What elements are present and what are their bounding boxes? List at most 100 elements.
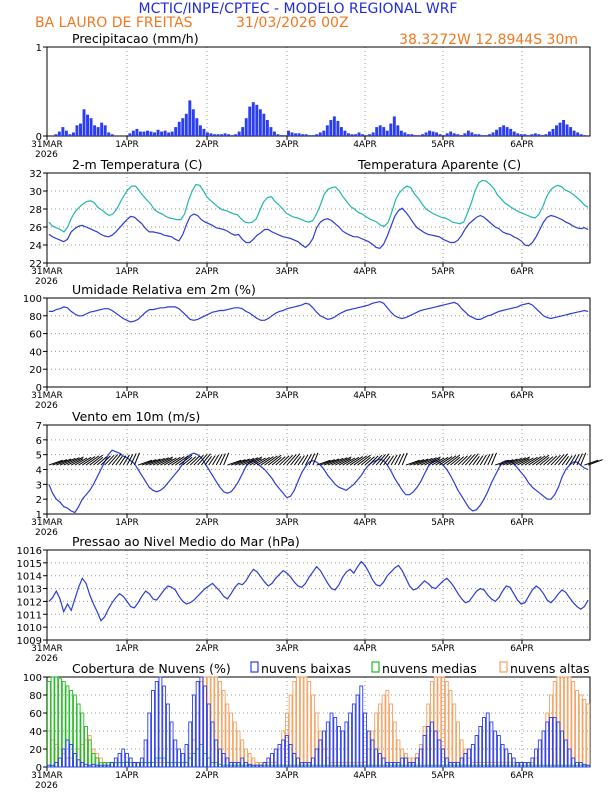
x-tick-label: 4APR [353,140,377,150]
cloud-bar-low [389,762,393,768]
wind-barb [256,456,270,466]
precip-bar [311,135,315,136]
cloud-bar-low [530,757,535,768]
precip-bar [459,135,463,136]
cloud-bar-low [351,703,356,768]
wind-barb [182,456,193,466]
cloud-bar-low [337,726,341,768]
precip-bar [318,132,322,136]
header-location: BA LAURO DE FREITAS [35,15,193,31]
wind-barb [297,455,305,466]
cloud-bar-low [136,762,141,768]
precip-bar [96,127,100,136]
wind-barb [532,455,546,466]
wind-barb [175,455,189,466]
precip-bar [213,134,216,136]
wind-barb [107,454,119,466]
precip-bar [424,132,428,136]
cloud-bar-low [489,721,494,768]
wind-speed-line [48,449,589,514]
cloud-bar-low [426,726,431,768]
cloud-bar-low [500,744,505,768]
cloud-bar-low [125,753,129,768]
y-tick-label: 1009 [17,636,42,647]
precip-bar [565,124,569,136]
wind-barb [320,459,335,466]
cloud-bar-low [340,730,345,768]
x-tick-label: 1APR [115,140,139,150]
cloud-bar-high [311,694,315,768]
precip-bar [248,106,252,136]
x-tick-label: 1APR [115,518,139,528]
precip-bar [547,131,551,136]
wind-barb [96,456,108,466]
precip-bar [191,109,195,136]
wind-barb [253,457,266,466]
wind-barb [372,454,383,466]
precip-bar [332,116,336,136]
cloud-bar-low [474,735,479,768]
cloud-bar-low [199,676,204,768]
cloud-bar-low [437,739,442,768]
cloud-bar-low [195,681,200,768]
wind-barb [446,454,461,466]
cloud-bar-low [485,712,490,768]
y-tick-label: 1 [36,43,42,54]
wind-barb [524,456,538,466]
wind-barb [331,457,348,466]
x-tick-label: 5APR [431,771,455,781]
cloud-bar-low [541,730,546,768]
wind-barb [502,458,518,466]
wind-barb [401,452,408,466]
wind-barb [349,456,364,466]
wind-barb [74,457,88,466]
cloud-bar-low [99,764,103,768]
wind-barb [509,457,527,466]
cloud-bar-low [147,712,152,768]
panel-title: Pressao ao Nivel Medio do Mar (hPa) [72,534,300,549]
precip-bar [170,131,174,136]
wind-barb [197,454,208,466]
x-tick-label: 3APR [275,267,299,277]
x-tick-label: 1APR [115,391,139,401]
wind-barb [360,456,371,466]
cloud-bar-low [225,757,230,768]
precip-bar [495,129,499,136]
y-tick-label: 100 [23,294,42,305]
precip-bar [576,132,580,136]
precip-bar [364,135,368,136]
y-tick-label: 30 [29,187,42,198]
precip-bar [93,125,97,136]
cloud-bar-low [385,762,390,768]
cloud-bar-low [348,712,353,768]
wind-barb [409,459,425,466]
precip-bar [322,130,326,136]
precip-bar [530,134,534,136]
precip-bar [569,127,573,136]
wind-barb [368,455,379,466]
y-tick-label: 60 [29,330,42,341]
precip-bar [354,134,357,136]
precip-bar [523,134,527,136]
wind-barb [160,458,173,466]
y-tick-label: 6 [36,436,42,447]
wind-barb [427,458,441,466]
wind-barb [167,456,181,466]
precip-bar [456,134,460,136]
wind-barb [342,457,356,466]
cloud-bar-low [567,748,572,768]
cloud-bar-low [218,748,222,768]
cloud-bar-low [403,757,408,768]
precip-bar [470,132,474,136]
cloud-bar-low [247,763,252,768]
cloud-bar-high [307,681,312,768]
precip-bar [280,135,283,136]
cloud-bar-low [526,762,531,768]
wind-barb [264,455,278,466]
precip-bar [86,114,90,136]
precip-bar [583,135,587,136]
cloud-bar-mid [58,678,62,768]
cloud-bar-low [240,757,245,768]
